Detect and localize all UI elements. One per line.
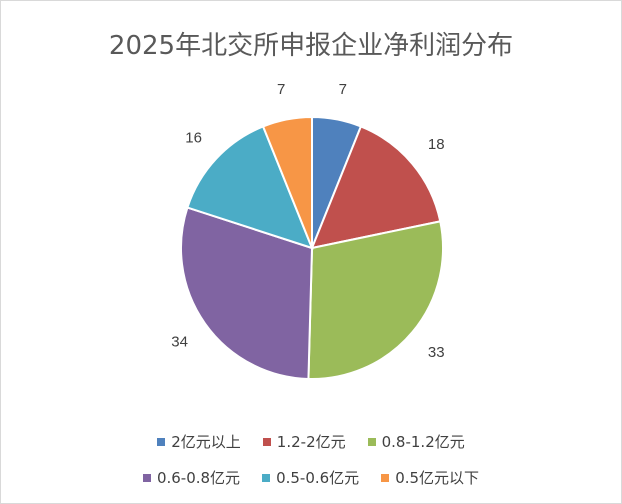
legend-label: 0.5亿元以下 <box>395 469 480 487</box>
legend-swatch <box>157 437 166 446</box>
data-label: 34 <box>171 333 188 350</box>
pie-slice <box>310 125 442 250</box>
legend-item: 0.5亿元以下 <box>381 467 479 488</box>
chart-title: 2025年北交所申报企业净利润分布 <box>108 31 514 61</box>
pie-slice <box>261 115 313 249</box>
pie-slice <box>186 125 314 250</box>
legend-label: 1.2-2亿元 <box>276 433 346 451</box>
legend-swatch <box>367 437 376 446</box>
data-label: 18 <box>428 136 445 153</box>
data-label: 7 <box>277 81 285 98</box>
legend-swatch <box>381 473 390 482</box>
data-label: 16 <box>185 129 202 146</box>
legend-item: 0.6-0.8亿元 <box>142 467 241 488</box>
legend-row-2: 0.6-0.8亿元 0.5-0.6亿元 0.5亿元以下 <box>1 467 621 488</box>
pie-slices <box>180 115 444 380</box>
data-label: 33 <box>428 344 445 361</box>
legend-item: 0.5-0.6亿元 <box>262 467 359 488</box>
legend-label: 0.8-1.2亿元 <box>381 433 465 451</box>
legend-item: 1.2-2亿元 <box>262 431 346 452</box>
pie-slice <box>307 220 444 380</box>
legend-swatch <box>142 473 151 482</box>
legend-swatch <box>262 437 271 446</box>
legend-swatch <box>262 473 271 482</box>
legend-row-1: 2亿元以上 1.2-2亿元 0.8-1.2亿元 <box>1 431 621 452</box>
legend-label: 2亿元以上 <box>171 433 241 451</box>
legend-item: 2亿元以上 <box>157 431 241 452</box>
legend-label: 0.5-0.6亿元 <box>276 469 360 487</box>
pie-slice <box>180 206 314 380</box>
data-label: 7 <box>339 81 347 98</box>
pie-data-labels: 7 18 33 34 16 7 <box>171 81 444 361</box>
legend-item: 0.8-1.2亿元 <box>367 431 465 452</box>
legend-label: 0.6-0.8亿元 <box>156 469 241 487</box>
